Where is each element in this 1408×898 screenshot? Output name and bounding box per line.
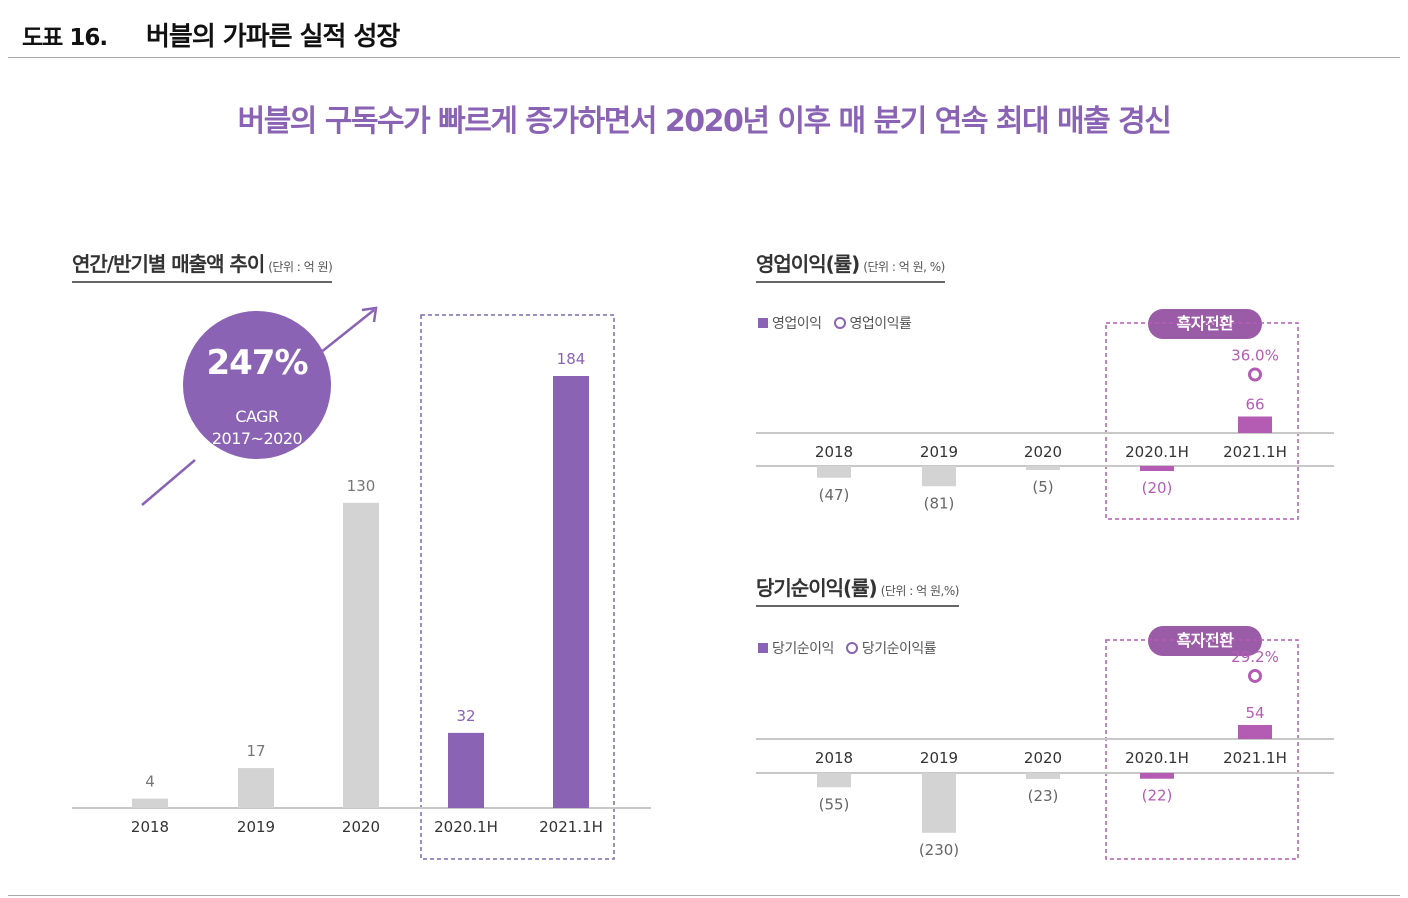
- revenue-bar: [132, 798, 168, 808]
- profit-value-label: 66: [1245, 396, 1264, 414]
- figure-header: 도표 16. 버블의 가파른 실적 성장: [0, 0, 1408, 60]
- revenue-value-label: 17: [246, 742, 265, 760]
- revenue-title-text: 연간/반기별 매출액 추이: [72, 252, 265, 276]
- revenue-category-label: 2019: [237, 818, 275, 836]
- category-label: 2020: [1024, 443, 1062, 461]
- revenue-value-label: 32: [456, 707, 475, 725]
- loss-value-label: (47): [819, 486, 850, 504]
- loss-value-label: (81): [924, 494, 955, 512]
- category-label: 2019: [920, 749, 958, 767]
- category-label: 2021.1H: [1223, 749, 1287, 767]
- op-legend-bar: 영업이익: [772, 316, 822, 332]
- revenue-value-label: 130: [347, 477, 376, 495]
- legend-square-icon: [758, 318, 768, 328]
- op-legend: 영업이익 영업이익률: [758, 313, 912, 333]
- loss-bar: [1140, 466, 1174, 471]
- cagr-value: 247%: [206, 343, 308, 383]
- loss-bar: [922, 773, 956, 833]
- net-unit: (단위 : 억 원,%): [880, 584, 960, 598]
- category-label: 2020.1H: [1125, 749, 1189, 767]
- revenue-section-title: 연간/반기별 매출액 추이 (단위 : 억 원): [72, 248, 333, 283]
- rate-marker: [1248, 367, 1262, 382]
- loss-bar: [817, 773, 851, 788]
- profit-bar: [1238, 416, 1272, 433]
- legend-ring-icon: [845, 642, 858, 654]
- legend-ring-icon: [833, 317, 846, 329]
- cagr-label: CAGR: [235, 407, 279, 426]
- revenue-category-label: 2018: [131, 818, 169, 836]
- profit-bar: [1238, 724, 1272, 739]
- revenue-bar: [238, 768, 274, 808]
- rate-value-label: 36.0%: [1231, 347, 1279, 365]
- revenue-value-label: 184: [557, 350, 586, 368]
- loss-bar: [817, 466, 851, 478]
- op-legend-rate: 영업이익률: [849, 316, 912, 332]
- revenue-category-label: 2020.1H: [434, 818, 498, 836]
- cagr-badge: 247% CAGR 2017~2020: [183, 311, 331, 459]
- loss-value-label: (5): [1032, 478, 1053, 496]
- legend-square-icon: [758, 643, 768, 653]
- revenue-unit: (단위 : 억 원): [268, 260, 333, 274]
- loss-value-label: (20): [1142, 479, 1173, 497]
- op-highlight-box: [1105, 322, 1299, 520]
- op-section-title: 영업이익(률) (단위 : 억 원, %): [756, 248, 945, 283]
- figure-title: 버블의 가파른 실적 성장: [146, 22, 400, 52]
- loss-value-label: (230): [919, 841, 959, 859]
- category-label: 2018: [815, 749, 853, 767]
- loss-bar: [1026, 773, 1060, 779]
- revenue-category-label: 2020: [342, 818, 380, 836]
- loss-value-label: (23): [1028, 787, 1059, 805]
- revenue-bar: [343, 502, 379, 808]
- headline: 버블의 구독수가 빠르게 증가하면서 2020년 이후 매 분기 연속 최대 매…: [237, 104, 1172, 139]
- net-turnaround-pill: 흑자전환: [1148, 626, 1262, 656]
- op-unit: (단위 : 억 원, %): [863, 260, 945, 274]
- revenue-bar: [448, 732, 484, 808]
- net-legend: 당기순이익 당기순이익률: [758, 638, 937, 658]
- op-turnaround-pill: 흑자전환: [1148, 309, 1262, 339]
- loss-bar: [1140, 773, 1174, 779]
- op-title-text: 영업이익(률): [756, 252, 860, 276]
- loss-bar: [922, 466, 956, 487]
- net-section-title: 당기순이익(률) (단위 : 억 원,%): [756, 572, 959, 607]
- net-title-text: 당기순이익(률): [756, 576, 878, 600]
- loss-bar: [1026, 466, 1060, 470]
- cagr-period: 2017~2020: [211, 429, 303, 448]
- category-label: 2018: [815, 443, 853, 461]
- revenue-category-label: 2021.1H: [539, 818, 603, 836]
- rate-marker: [1248, 668, 1262, 683]
- growth-arrow-tail: [141, 459, 196, 506]
- category-label: 2020.1H: [1125, 443, 1189, 461]
- category-label: 2020: [1024, 749, 1062, 767]
- revenue-value-label: 4: [145, 773, 155, 791]
- top-divider: [8, 57, 1400, 58]
- net-highlight-box: [1105, 639, 1299, 860]
- revenue-bar: [553, 376, 589, 808]
- category-label: 2019: [920, 443, 958, 461]
- growth-arrow-icon: [361, 306, 378, 323]
- figure-number: 도표 16.: [22, 25, 108, 51]
- bottom-divider: [8, 895, 1400, 896]
- net-legend-bar: 당기순이익: [772, 641, 834, 657]
- net-legend-rate: 당기순이익률: [861, 641, 937, 657]
- category-label: 2021.1H: [1223, 443, 1287, 461]
- loss-value-label: (22): [1142, 787, 1173, 805]
- loss-value-label: (55): [819, 795, 850, 813]
- profit-value-label: 54: [1245, 704, 1264, 722]
- revenue-highlight-box: [420, 314, 615, 860]
